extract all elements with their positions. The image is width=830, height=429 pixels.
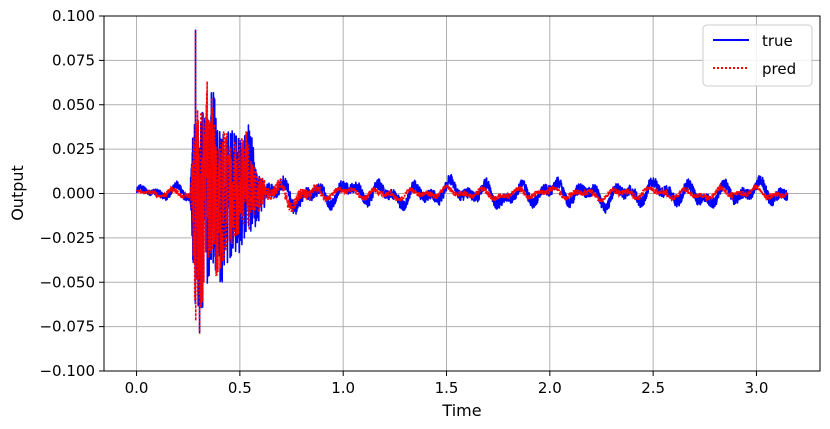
legend-label-true: true [762,32,793,50]
series-pred-line [135,30,789,334]
y-tick-label: 0.075 [52,51,95,69]
legend: true pred [702,24,813,87]
x-tick-label: 0.5 [228,379,252,397]
y-tick-label: −0.100 [39,362,95,380]
y-tick-label: −0.025 [39,229,95,247]
y-tick-label: −0.050 [39,273,95,291]
x-tick-label: 2.0 [538,379,562,397]
x-tick-label: 1.0 [331,379,355,397]
legend-label-pred: pred [762,60,796,78]
y-tick-label: 0.050 [52,96,95,114]
y-tick-label: 0.100 [52,7,95,25]
x-tick-label: 3.0 [745,379,769,397]
x-tick-label: 1.5 [435,379,459,397]
y-axis-title: Output [8,165,27,221]
x-tick-label: 2.5 [641,379,665,397]
y-axis: −0.100 −0.075 −0.050 −0.025 0.000 0.025 0.050 0… [39,7,104,380]
x-tick-label: 0.0 [125,379,149,397]
y-tick-label: 0.025 [52,140,95,158]
x-axis: 0.0 0.5 1.0 1.5 2.0 2.5 3.0 [125,371,769,397]
series-pred-path [135,30,789,334]
y-tick-label: −0.075 [39,318,95,336]
x-axis-title: Time [441,401,481,420]
y-tick-label: 0.000 [52,185,95,203]
